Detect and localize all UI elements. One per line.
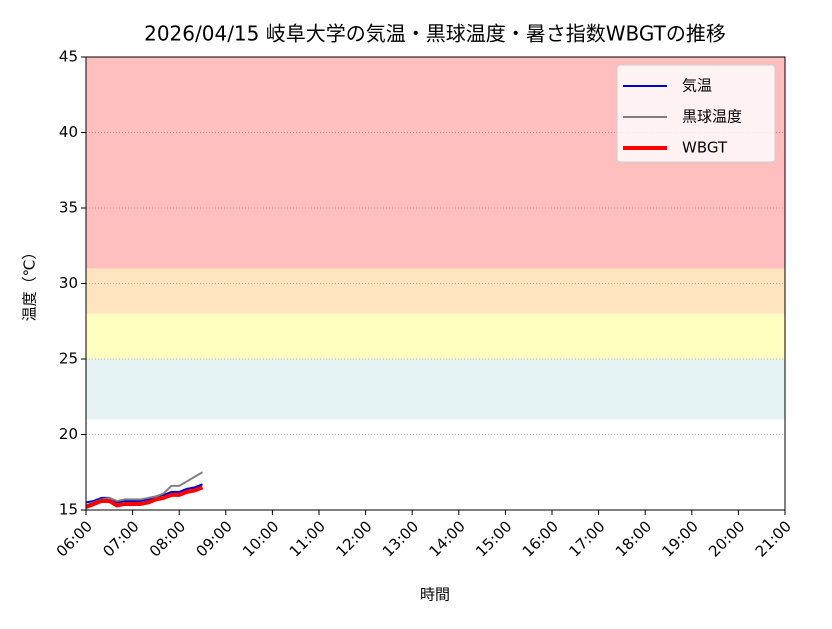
x-tick-label: 19:00 — [659, 517, 702, 560]
x-tick-label: 17:00 — [565, 517, 608, 560]
x-tick-label: 06:00 — [53, 517, 96, 560]
chart-title: 2026/04/15 岐阜大学の気温・黒球温度・暑さ指数WBGTの推移 — [144, 22, 726, 46]
series-line — [85, 471, 204, 507]
x-tick-label: 12:00 — [332, 517, 375, 560]
x-tick-label: 09:00 — [193, 517, 236, 560]
x-tick-label: 13:00 — [379, 517, 422, 560]
y-tick-label: 25 — [59, 350, 78, 368]
x-tick-label: 11:00 — [286, 517, 329, 560]
series-line — [85, 485, 204, 509]
x-axis-label: 時間 — [420, 586, 450, 604]
y-tick-label: 35 — [59, 199, 78, 217]
y-tick-label: 15 — [59, 501, 78, 519]
x-tick-label: 16:00 — [519, 517, 562, 560]
threshold-band — [86, 268, 785, 314]
x-tick-label: 10:00 — [239, 517, 282, 560]
x-tick-label: 14:00 — [426, 517, 469, 560]
x-tick-label: 20:00 — [705, 517, 748, 560]
threshold-band — [86, 359, 785, 420]
plot-frame — [85, 56, 786, 511]
y-tick-label: 20 — [59, 425, 78, 443]
legend-box — [616, 64, 776, 163]
legend-label: 気温 — [682, 77, 712, 95]
x-tick-label: 21:00 — [752, 517, 795, 560]
y-axis-label: 温度（℃） — [21, 245, 39, 322]
x-tick-label: 15:00 — [472, 517, 515, 560]
x-tick-label: 07:00 — [99, 517, 142, 560]
y-tick-label: 40 — [59, 123, 78, 141]
legend-label: WBGT — [682, 139, 728, 157]
legend-label: 黒球温度 — [682, 108, 742, 126]
threshold-band — [86, 313, 785, 359]
x-tick-label: 18:00 — [612, 517, 655, 560]
y-tick-label: 30 — [59, 274, 78, 292]
x-tick-label: 08:00 — [146, 517, 189, 560]
y-tick-label: 45 — [59, 48, 78, 66]
